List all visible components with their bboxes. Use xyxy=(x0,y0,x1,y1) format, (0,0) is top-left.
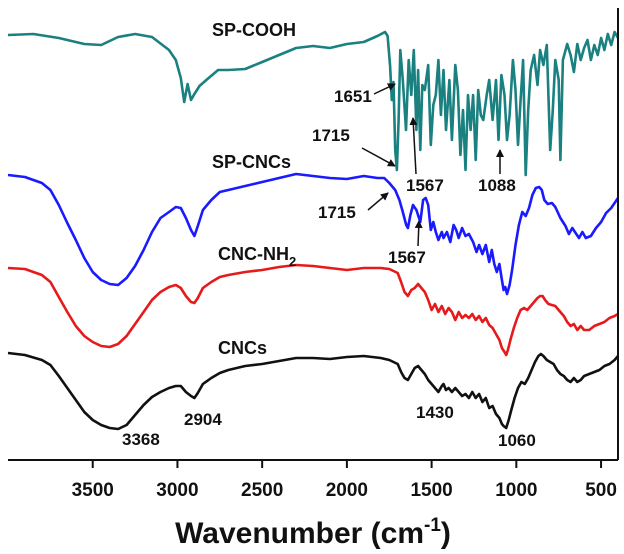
x-tick-label-1000: 1000 xyxy=(495,480,537,501)
series-label-cnc-nh2: CNC-NH2 xyxy=(218,244,296,269)
x-axis-title-main: Wavenumber (cm xyxy=(175,517,424,550)
peak-label-1567-mid: 1567 xyxy=(388,248,426,267)
peak-arrow-1715-top xyxy=(361,147,396,167)
x-tick-label-1500: 1500 xyxy=(410,480,452,501)
peak-label-1060: 1060 xyxy=(498,431,536,450)
x-tick-label-3500: 3500 xyxy=(72,480,114,501)
peak-arrow-1715-mid xyxy=(367,192,389,211)
peak-label-1651: 1651 xyxy=(334,87,372,106)
series-layer xyxy=(7,30,620,431)
series-label-sp-cncs: SP-CNCs xyxy=(212,152,291,172)
peak-label-3368: 3368 xyxy=(122,430,160,449)
peak-label-1567-top: 1567 xyxy=(406,176,444,195)
x-axis-title-sup: -1 xyxy=(424,515,441,536)
x-axis-title: Wavenumber (cm-1) xyxy=(175,515,451,550)
x-axis-ticks: 3500 3000 2500 2000 1500 1000 500 xyxy=(72,460,617,501)
peak-label-1715-mid: 1715 xyxy=(318,203,356,222)
peak-arrow-1567-top xyxy=(409,117,418,175)
series-line-sp-cooh xyxy=(7,30,620,177)
series-line-cnc-nh2 xyxy=(7,263,619,357)
series-line-cncs xyxy=(7,351,619,431)
series-label-cncs: CNCs xyxy=(218,338,267,358)
x-axis-title-close: ) xyxy=(441,517,451,550)
peak-label-2904: 2904 xyxy=(184,410,222,429)
x-tick-label-500: 500 xyxy=(585,480,617,501)
peak-arrow-1651 xyxy=(373,83,396,95)
x-tick-label-2500: 2500 xyxy=(241,480,283,501)
x-tick-label-2000: 2000 xyxy=(326,480,368,501)
peak-label-1088: 1088 xyxy=(478,176,516,195)
peak-label-1715-top: 1715 xyxy=(312,126,350,145)
series-label-cnc-nh2-main: CNC-NH xyxy=(218,244,289,264)
series-label-sp-cooh: SP-COOH xyxy=(212,20,296,40)
peak-arrow-1567-mid xyxy=(414,220,423,247)
x-tick-label-3000: 3000 xyxy=(156,480,198,501)
peak-label-1430: 1430 xyxy=(416,403,454,422)
series-label-cnc-nh2-sub: 2 xyxy=(289,254,296,269)
series-line-sp-cncs xyxy=(7,172,620,296)
